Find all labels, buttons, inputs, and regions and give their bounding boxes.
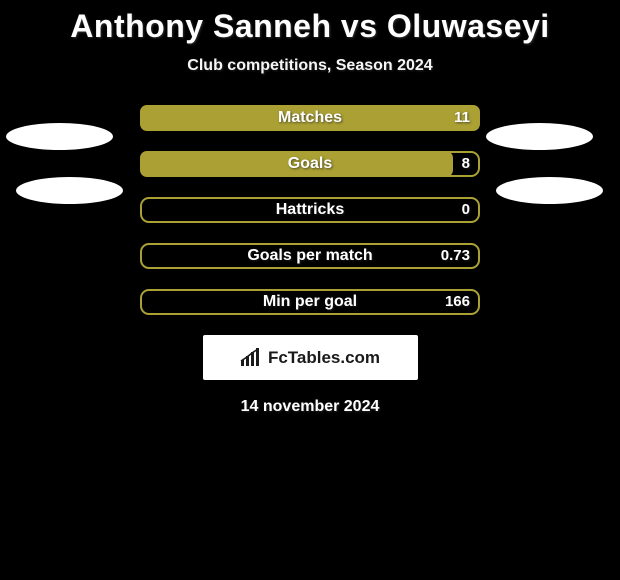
stat-row: Matches11 [140,105,480,131]
date-line: 14 november 2024 [0,398,620,416]
decorative-ellipse [496,177,603,204]
stat-label: Hattricks [140,197,480,223]
stat-label: Goals per match [140,243,480,269]
stat-value: 8 [462,151,470,177]
stat-label: Min per goal [140,289,480,315]
stat-row: Min per goal166 [140,289,480,315]
stat-row: Hattricks0 [140,197,480,223]
page-subtitle: Club competitions, Season 2024 [0,57,620,75]
stat-value: 11 [454,105,470,131]
decorative-ellipse [16,177,123,204]
stat-value: 0 [462,197,470,223]
logo-text: FcTables.com [268,348,380,368]
stat-row: Goals per match0.73 [140,243,480,269]
stat-value: 166 [445,289,470,315]
stat-row: Goals8 [140,151,480,177]
stat-value: 0.73 [441,243,470,269]
decorative-ellipse [486,123,593,150]
stat-label: Goals [140,151,480,177]
decorative-ellipse [6,123,113,150]
comparison-card: Anthony Sanneh vs Oluwaseyi Club competi… [0,0,620,416]
logo-box: FcTables.com [203,335,418,380]
bar-chart-icon [240,348,262,368]
page-title: Anthony Sanneh vs Oluwaseyi [0,8,620,45]
stat-label: Matches [140,105,480,131]
